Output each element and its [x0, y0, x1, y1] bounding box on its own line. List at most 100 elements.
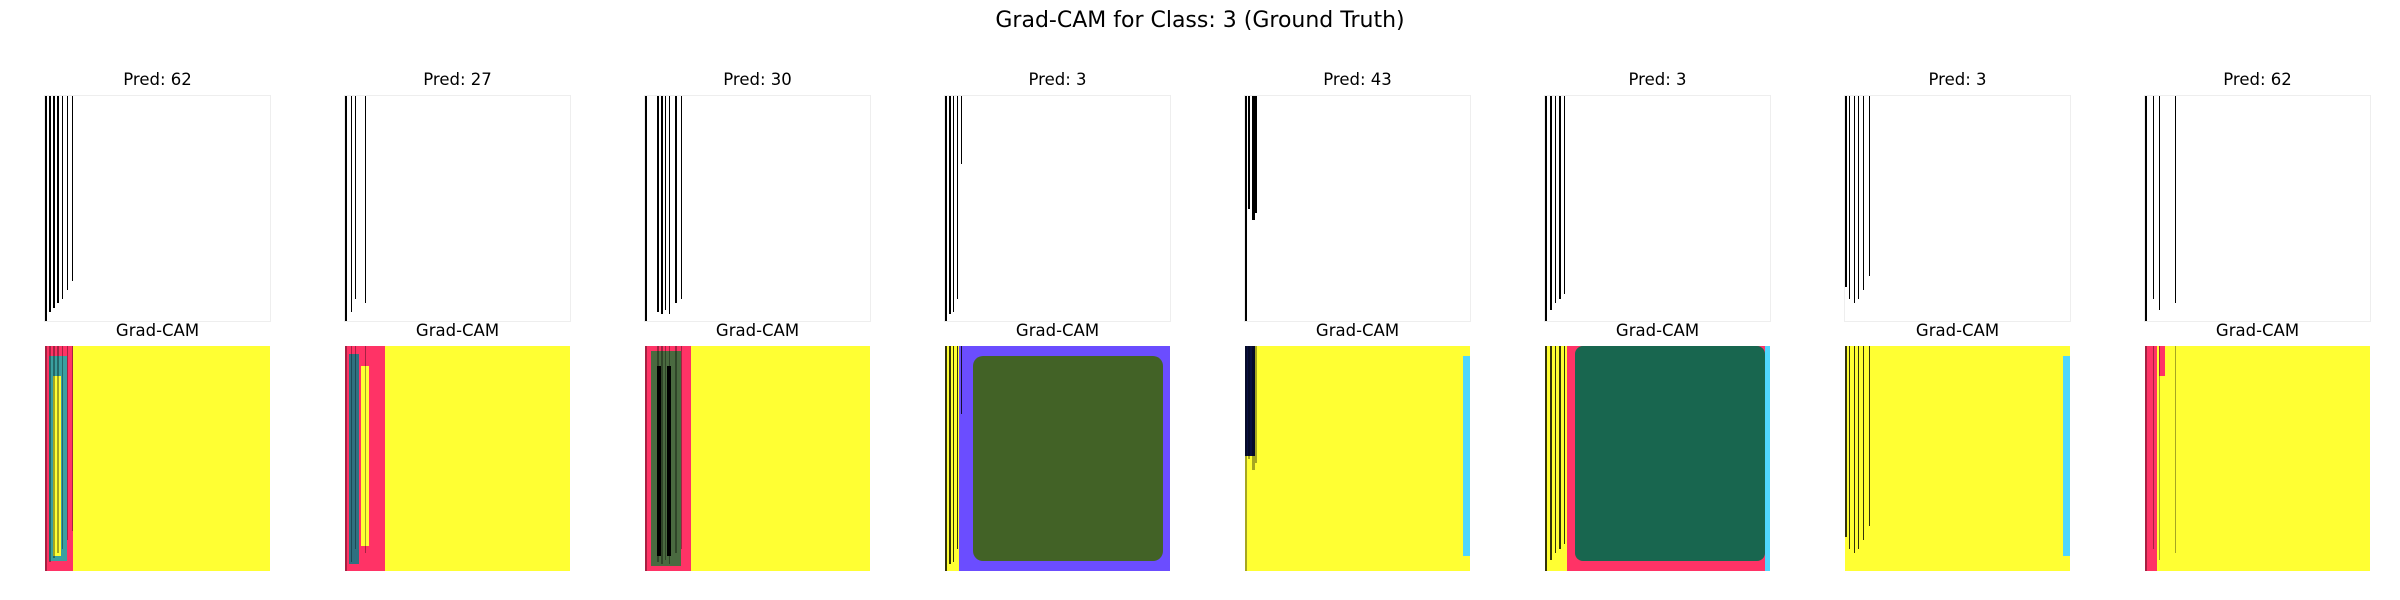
stroke-line	[1559, 96, 1561, 299]
stroke-line	[67, 96, 68, 290]
stroke-line	[1858, 346, 1859, 549]
heat-region	[2063, 356, 2070, 556]
stroke-line	[2153, 96, 2154, 299]
stroke-line	[957, 96, 958, 299]
stroke-line	[365, 96, 366, 303]
stroke-line	[1245, 96, 1247, 321]
heat-region	[53, 376, 61, 556]
stroke-line	[645, 96, 647, 321]
gradcam-heatmap	[2145, 346, 2370, 571]
stroke-line	[675, 96, 677, 303]
stroke-line	[49, 346, 51, 562]
stroke-line	[62, 96, 63, 299]
stroke-line	[1863, 346, 1864, 540]
gradcam-label: Grad-CAM	[115, 321, 200, 340]
stroke-line	[1545, 96, 1547, 321]
heat-region	[361, 366, 369, 546]
stroke-line	[669, 96, 670, 314]
stroke-line	[45, 346, 47, 571]
heat-region	[1765, 346, 1770, 571]
gradcam-heatmap	[1545, 346, 1770, 571]
pred-label: Pred: 62	[123, 70, 192, 89]
stroke-line	[665, 96, 666, 310]
stroke-line	[53, 346, 55, 558]
stroke-line	[1248, 346, 1250, 459]
stroke-line	[1555, 96, 1556, 303]
stroke-line	[945, 346, 947, 571]
stroke-line	[1255, 346, 1257, 463]
stroke-line	[661, 346, 663, 564]
gradcam-label: Grad-CAM	[1015, 321, 1100, 340]
stroke-line	[661, 96, 663, 314]
stroke-line	[2175, 346, 2176, 553]
stroke-line	[1245, 346, 1247, 571]
stroke-line	[1869, 346, 1870, 526]
stroke-line	[681, 96, 682, 299]
heat-region	[667, 366, 671, 556]
input-image	[1544, 95, 1771, 322]
stroke-line	[1564, 346, 1565, 544]
stroke-line	[365, 346, 366, 553]
stroke-line	[57, 346, 59, 553]
pred-label: Pred: 43	[1323, 70, 1392, 89]
stroke-line	[67, 346, 68, 540]
input-image	[1844, 95, 2071, 322]
stroke-line	[72, 96, 73, 281]
stroke-line	[345, 346, 347, 571]
stroke-line	[1555, 346, 1556, 553]
stroke-line	[1559, 346, 1561, 549]
stroke-line	[2145, 96, 2147, 321]
pred-label: Pred: 30	[723, 70, 792, 89]
gradcam-label: Grad-CAM	[2215, 321, 2300, 340]
pred-label: Pred: 27	[423, 70, 492, 89]
gradcam-label: Grad-CAM	[1615, 321, 1700, 340]
stroke-line	[1545, 346, 1547, 571]
stroke-line	[49, 96, 51, 312]
stroke-line	[355, 346, 356, 549]
stroke-line	[351, 96, 352, 312]
stroke-line	[961, 96, 962, 164]
heat-region	[1245, 346, 1255, 456]
stroke-line	[657, 96, 659, 312]
stroke-line	[953, 96, 954, 312]
input-image	[944, 95, 1171, 322]
heat-region	[1575, 346, 1765, 561]
input-image	[1244, 95, 1471, 322]
heat-region	[2159, 346, 2165, 376]
pred-label: Pred: 3	[1028, 70, 1087, 89]
gradcam-heatmap	[45, 346, 270, 571]
stroke-line	[2153, 346, 2154, 549]
heat-region	[349, 354, 359, 564]
pred-label: Pred: 3	[1928, 70, 1987, 89]
stroke-line	[2145, 346, 2147, 571]
stroke-line	[1252, 96, 1255, 220]
stroke-line	[72, 346, 73, 531]
stroke-line	[1858, 96, 1859, 299]
stroke-line	[669, 346, 670, 564]
heat-region	[1463, 356, 1470, 556]
stroke-line	[675, 346, 677, 553]
stroke-line	[355, 96, 356, 299]
stroke-line	[1863, 96, 1864, 290]
figure-title: Grad-CAM for Class: 3 (Ground Truth)	[995, 8, 1405, 33]
heat-region	[973, 356, 1163, 561]
stroke-line	[645, 346, 647, 571]
stroke-line	[1854, 96, 1855, 303]
stroke-line	[949, 346, 951, 564]
stroke-line	[2175, 96, 2176, 303]
stroke-line	[45, 96, 47, 321]
heat-region	[651, 351, 681, 566]
stroke-line	[2159, 96, 2160, 310]
stroke-line	[1845, 96, 1847, 287]
stroke-line	[681, 346, 682, 549]
heat-region	[657, 366, 661, 556]
stroke-line	[1255, 96, 1257, 213]
heat-region	[945, 346, 959, 571]
stroke-line	[62, 346, 63, 549]
gradcam-heatmap	[645, 346, 870, 571]
stroke-line	[1849, 96, 1850, 299]
stroke-line	[57, 96, 59, 303]
stroke-line	[345, 96, 347, 321]
pred-label: Pred: 62	[2223, 70, 2292, 89]
stroke-line	[1248, 96, 1250, 209]
